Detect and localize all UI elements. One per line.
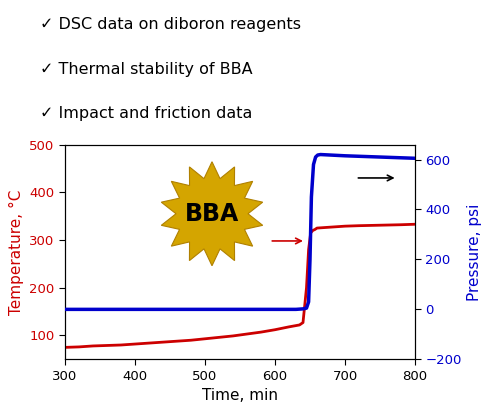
Text: ✓ Thermal stability of BBA: ✓ Thermal stability of BBA	[40, 62, 252, 77]
Polygon shape	[162, 162, 262, 266]
Y-axis label: Temperature, °C: Temperature, °C	[9, 189, 24, 315]
Text: ✓ DSC data on diboron reagents: ✓ DSC data on diboron reagents	[40, 17, 301, 32]
Text: BBA: BBA	[185, 202, 239, 226]
Y-axis label: Pressure, psi: Pressure, psi	[468, 203, 482, 301]
X-axis label: Time, min: Time, min	[202, 388, 278, 403]
Text: ✓ Impact and friction data: ✓ Impact and friction data	[40, 106, 252, 121]
